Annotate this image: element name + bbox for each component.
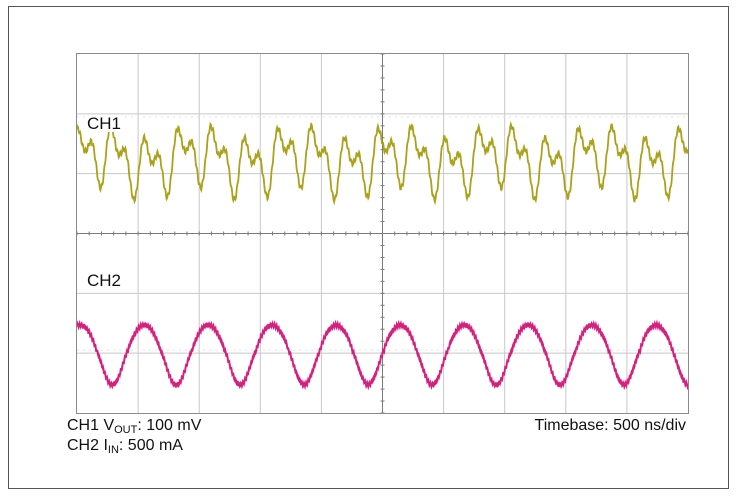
center-axes — [77, 54, 688, 413]
ch2-peak-point — [474, 326, 475, 327]
ch1-peak-point — [669, 116, 670, 117]
ch2-caption-subscript: IN — [107, 444, 119, 456]
ch1-peak-point — [339, 125, 340, 126]
ch2-label: CH2 — [86, 271, 123, 290]
ch1-peak-point — [306, 104, 307, 105]
ch1-caption-value: : 100 mV — [137, 417, 202, 434]
ch2-caption-prefix: CH2 I — [67, 437, 108, 454]
timebase-caption: Timebase: 500 ns/div — [534, 417, 686, 434]
ch1-peak-point — [635, 128, 636, 129]
ch1-caption-prefix: CH1 V — [67, 417, 115, 434]
ch1-label: CH1 — [86, 114, 123, 133]
figure-frame: CH1 CH2 CH1 VOUT: 100 mV CH2 IIN: 500 mA… — [8, 6, 729, 489]
ch1-peak-point — [110, 110, 111, 111]
ch1-peak-point — [538, 131, 539, 132]
ch1-peak-point — [144, 131, 145, 132]
ch1-peak-point — [568, 116, 569, 117]
traces — [77, 104, 688, 391]
ch2-peak-point — [666, 326, 667, 327]
ch1-peak-point — [406, 107, 407, 108]
ch1-trace — [77, 120, 688, 206]
ch2-trace — [77, 319, 688, 391]
oscilloscope-screen: CH1 CH2 — [76, 53, 689, 414]
oscilloscope-plot — [77, 54, 688, 413]
ch2-peak-point — [217, 326, 218, 327]
ch2-peak-point — [89, 326, 90, 327]
ch1-peak-point — [504, 110, 505, 111]
ch2-peak-point — [345, 326, 346, 327]
ch1-peak-point — [470, 116, 471, 117]
ch1-peak-point — [275, 113, 276, 114]
ch1-peak-point — [602, 107, 603, 108]
ch2-peak-point — [602, 326, 603, 327]
ch2-peak-point — [153, 326, 154, 327]
ch2-caption: CH2 IIN: 500 mA — [67, 437, 183, 457]
ch1-peak-point — [373, 116, 374, 117]
ch1-peak-point — [208, 107, 209, 108]
ch1-peak-point — [241, 128, 242, 129]
ch1-peak-point — [77, 122, 78, 123]
ch1-peak-point — [437, 128, 438, 129]
ch2-peak-point — [281, 326, 282, 327]
ch2-peak-point — [538, 326, 539, 327]
ch2-caption-value: : 500 mA — [118, 437, 183, 454]
ch1-peak-point — [174, 116, 175, 117]
ch1-caption: CH1 VOUT: 100 mV — [67, 417, 201, 437]
ch1-caption-subscript: OUT — [114, 424, 138, 436]
ch2-peak-point — [409, 326, 410, 327]
